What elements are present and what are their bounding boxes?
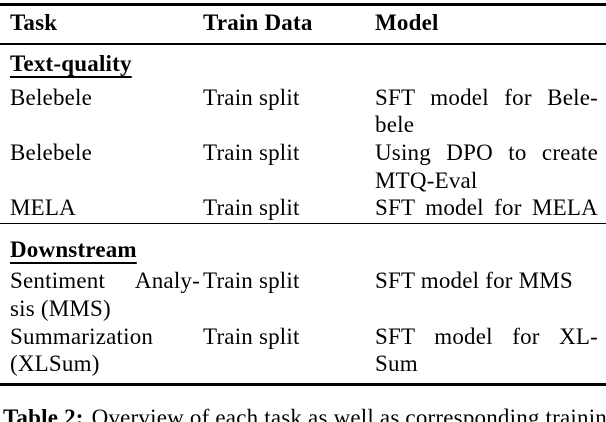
table-row-continuation: MTQ-Eval bbox=[0, 167, 606, 195]
section-heading-row: Downstream bbox=[0, 236, 606, 264]
caption-text: Overview of each task as well as corresp… bbox=[91, 405, 606, 422]
model-cell-line: bele bbox=[375, 112, 415, 137]
model-cell-line: Using DPO to create bbox=[375, 140, 598, 165]
table-row-continuation: sis (MMS) bbox=[0, 295, 606, 323]
task-cell-line: Summarization bbox=[10, 324, 154, 349]
train-data-cell: Train split bbox=[203, 324, 300, 349]
model-cell-line: SFT model for MELA bbox=[375, 195, 598, 220]
section-heading-row: Text-quality bbox=[0, 50, 606, 78]
task-cell: Belebele bbox=[10, 85, 93, 110]
section-heading-downstream: Downstream bbox=[10, 237, 137, 262]
table-row: MELA Train split SFT model for MELA bbox=[0, 194, 606, 222]
section-heading-text-quality: Text-quality bbox=[10, 51, 132, 76]
task-cell-line: (XLSum) bbox=[10, 351, 100, 376]
task-cell-line: sis (MMS) bbox=[10, 296, 111, 321]
task-cell: MELA bbox=[10, 195, 76, 220]
model-cell-line: SFT model for Bele- bbox=[375, 85, 598, 110]
table-row: Sentiment Analy- Train split SFT model f… bbox=[0, 267, 606, 295]
train-data-cell: Train split bbox=[203, 85, 300, 110]
table-bottom-rule bbox=[0, 382, 606, 386]
train-data-cell: Train split bbox=[203, 140, 300, 165]
model-cell-line: SFT model for XL- bbox=[375, 324, 598, 349]
table-top-rule bbox=[0, 2, 606, 6]
model-cell-line: SFT model for MMS bbox=[375, 268, 573, 293]
table-section-rule bbox=[0, 222, 606, 225]
task-cell-line: Sentiment Analy- bbox=[10, 268, 200, 293]
model-cell-line: Sum bbox=[375, 351, 418, 376]
column-header-train-data: Train Data bbox=[203, 10, 313, 35]
table-header-rule bbox=[0, 43, 606, 45]
column-header-model: Model bbox=[375, 10, 439, 35]
column-header-task: Task bbox=[10, 10, 58, 35]
task-cell: Belebele bbox=[10, 140, 93, 165]
table-row: Belebele Train split Using DPO to create bbox=[0, 139, 606, 167]
table-row: Belebele Train split SFT model for Bele- bbox=[0, 84, 606, 112]
table-row-continuation: (XLSum) Sum bbox=[0, 350, 606, 378]
table-row: Summarization Train split SFT model for … bbox=[0, 323, 606, 351]
table-row-continuation: bele bbox=[0, 111, 606, 139]
caption-label: Table 2: bbox=[3, 405, 84, 422]
table-header-row: Task Train Data Model bbox=[0, 9, 606, 37]
model-cell-line: MTQ-Eval bbox=[375, 168, 478, 193]
train-data-cell: Train split bbox=[203, 268, 300, 293]
train-data-cell: Train split bbox=[203, 195, 300, 220]
table-caption: Table 2: Overview of each task as well as… bbox=[3, 404, 606, 422]
